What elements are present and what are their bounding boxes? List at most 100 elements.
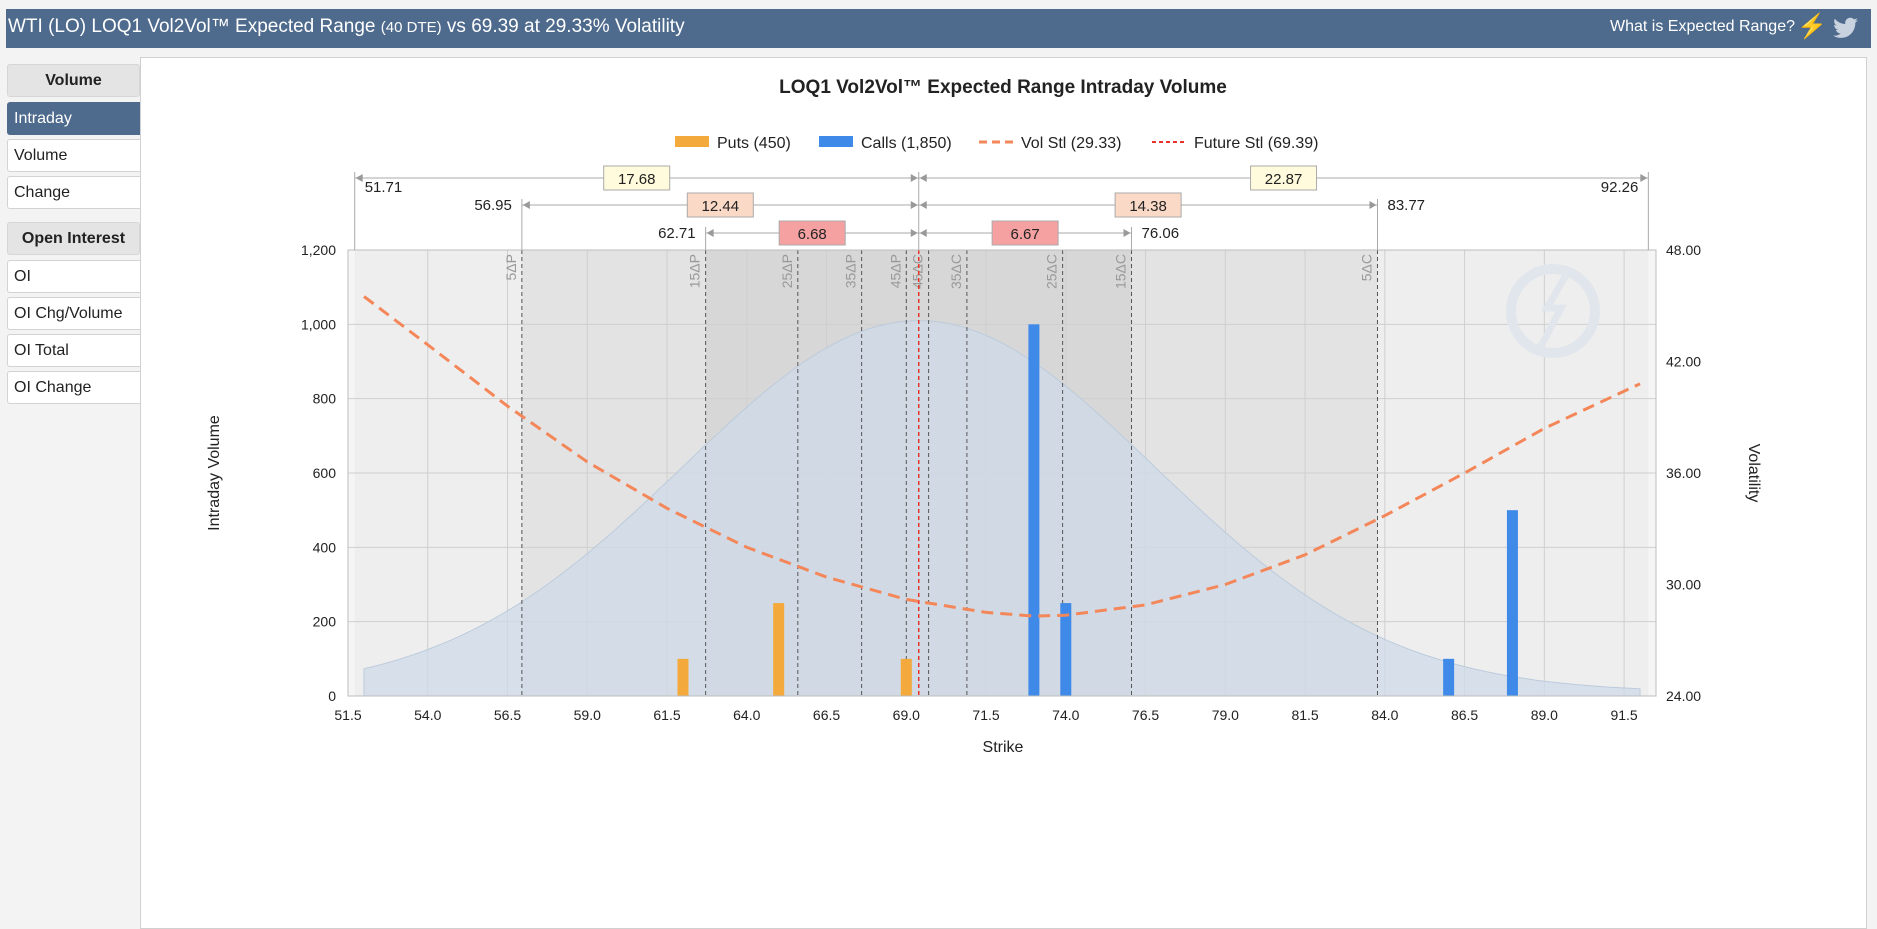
delta-label: 25ΔC [1044,254,1060,289]
range-right-box [991,220,1059,246]
nav-volume[interactable]: Volume [7,139,140,172]
call-bar [1028,324,1040,696]
expected-distribution-area [363,320,1641,697]
x-tick-label: 56.5 [494,707,521,723]
delta-label: 35ΔP [843,254,859,288]
y-tick-label: 400 [313,539,337,555]
page-title: WTI (LO) LOQ1 Vol2Vol™ Expected Range (4… [8,16,685,38]
range-left-box [778,220,846,246]
range-low-value: 51.71 [365,179,403,196]
title-main: WTI (LO) LOQ1 Vol2Vol™ Expected Range [8,16,376,37]
chart-title: LOQ1 Vol2Vol™ Expected Range Intraday Vo… [779,77,1227,98]
range-arrow [910,174,918,182]
y-tick-label: 1,200 [301,242,336,258]
watermark-logo-bolt [1535,268,1573,352]
open-interest-section-header: Open Interest [7,222,140,255]
range-left-box [603,165,671,191]
y-axis-title: Intraday Volume [206,415,223,531]
y2-tick-label: 36.00 [1666,465,1701,481]
x-tick-label: 86.5 [1451,707,1478,723]
put-bar [773,603,785,696]
call-bar [1443,658,1455,696]
range-left-value: 12.44 [702,198,740,215]
y-tick-label: 0 [328,688,336,704]
legend-calls-swatch [819,136,853,147]
delta-label: 15ΔC [1113,254,1129,289]
x-axis-title: Strike [983,739,1024,756]
range-right-box [1250,165,1318,191]
x-tick-label: 79.0 [1212,707,1239,723]
delta-label: 35ΔC [948,254,964,289]
x-tick-label: 69.0 [893,707,920,723]
call-bar [1060,603,1072,696]
delta-label: 25ΔP [779,254,795,288]
twitter-icon[interactable] [1832,15,1859,42]
x-tick-label: 64.0 [733,707,760,723]
legend-future: Future Stl (69.39) [1194,135,1319,152]
delta-label: 45ΔC [910,254,926,289]
range-left-value: 17.68 [618,171,656,188]
nav-intraday[interactable]: Intraday [7,102,140,135]
y2-tick-label: 48.00 [1666,242,1701,258]
legend-vol: Vol Stl (29.33) [1021,135,1122,152]
range-arrow [919,174,927,182]
range-arrow [1640,174,1648,182]
nav-oi-total[interactable]: OI Total [7,334,140,367]
range-arrow [910,201,918,209]
x-tick-label: 89.0 [1531,707,1558,723]
range-arrow [706,229,714,237]
expected-range-help-link[interactable]: What is Expected Range? [1610,18,1795,35]
vol-curve [363,295,1641,618]
y2-axis-title: Volatility [1745,444,1762,503]
x-tick-label: 71.5 [972,707,999,723]
nav-oi-chg-volume[interactable]: OI Chg/Volume [7,297,140,330]
range-arrow [1369,201,1377,209]
range-right-box [1114,192,1182,218]
range-arrow [355,174,363,182]
legend-puts: Puts (450) [717,135,791,152]
title-tail: vs 69.39 at 29.33% Volatility [446,16,685,37]
chart-panel: LOQ1 Vol2Vol™ Expected Range Intraday Vo… [140,57,1867,929]
plot-frame [347,249,1657,697]
y2-tick-label: 30.00 [1666,577,1701,593]
sidebar: Volume Intraday Volume Change Open Inter… [7,64,140,408]
watermark-logo [1506,264,1600,358]
x-tick-label: 61.5 [653,707,680,723]
put-bar [900,658,912,696]
range-left-box [686,192,754,218]
put-bar [677,658,689,696]
nav-oi-change[interactable]: OI Change [7,371,140,404]
range-arrow [1123,229,1131,237]
call-bar [1506,510,1518,696]
delta-label: 5ΔC [1358,254,1374,281]
range-high-value: 83.77 [1387,197,1425,214]
delta-label: 45ΔP [887,254,903,288]
x-tick-label: 59.0 [574,707,601,723]
range-left-value: 6.68 [798,226,827,243]
delta-label: 5ΔP [503,254,519,280]
lightning-icon[interactable]: ⚡ [1797,13,1827,40]
y2-tick-label: 24.00 [1666,688,1701,704]
y-tick-label: 800 [313,391,337,407]
title-dte: (40 DTE) [380,19,442,36]
range-high-value: 76.06 [1142,225,1180,242]
x-tick-label: 66.5 [813,707,840,723]
range-arrow [910,229,918,237]
y-tick-label: 200 [313,614,337,630]
volume-section-header: Volume [7,64,140,97]
x-tick-label: 84.0 [1371,707,1398,723]
x-tick-label: 54.0 [414,707,441,723]
range-right-value: 14.38 [1129,198,1167,215]
delta-label: 15ΔP [687,254,703,288]
nav-oi[interactable]: OI [7,260,140,293]
range-low-value: 62.71 [658,225,696,242]
legend-puts-swatch [675,136,709,147]
nav-change[interactable]: Change [7,176,140,209]
y2-tick-label: 42.00 [1666,354,1701,370]
y-tick-label: 600 [313,465,337,481]
range-arrow [919,229,927,237]
expected-range-chart: LOQ1 Vol2Vol™ Expected Range Intraday Vo… [206,77,1762,756]
range-right-value: 22.87 [1265,171,1303,188]
y-tick-label: 1,000 [301,316,336,332]
x-tick-label: 74.0 [1052,707,1079,723]
